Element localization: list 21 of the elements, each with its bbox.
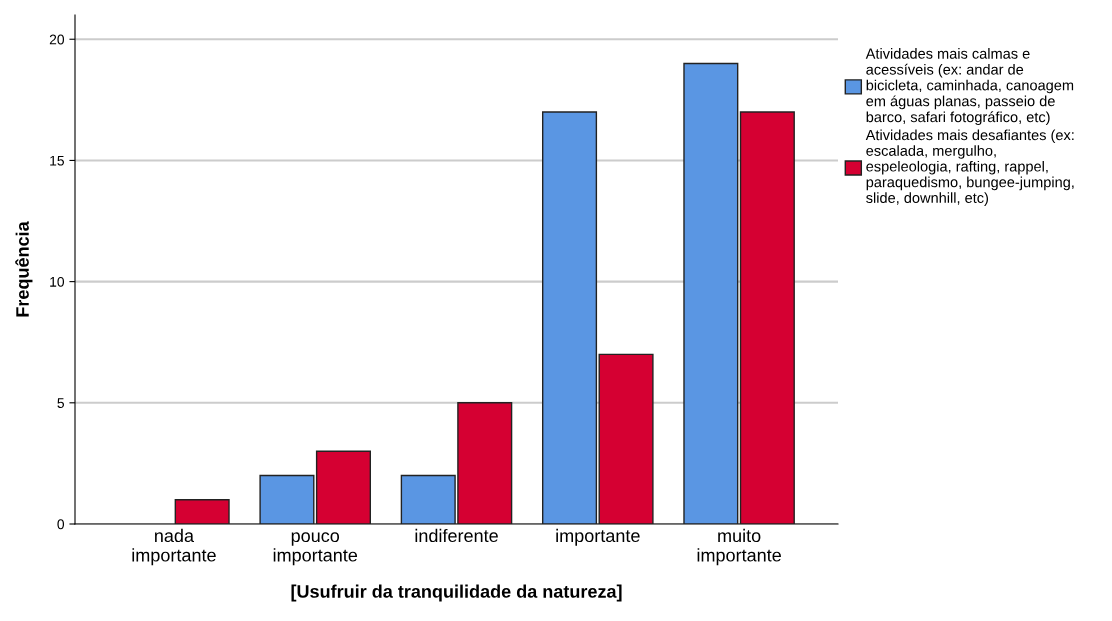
x-tick-label: muito importante bbox=[697, 528, 781, 566]
bar bbox=[174, 499, 230, 524]
y-tick-label: 20 bbox=[49, 34, 65, 45]
legend-label: Atividades mais desafiantes (ex: escalada, mergulho, espeleologia, rafting, rappel, paraquedismo, bungee-jumping, slide, downhill, etc) bbox=[865, 129, 1074, 206]
bar bbox=[598, 353, 654, 524]
bar bbox=[739, 111, 795, 524]
bar bbox=[315, 450, 372, 524]
bar bbox=[541, 111, 598, 524]
x-tick-label: nada importante bbox=[132, 528, 216, 566]
bar bbox=[259, 474, 315, 524]
y-axis-title: Frequência bbox=[15, 221, 33, 317]
x-tick-label: indiferente bbox=[415, 528, 498, 543]
x-axis-title: [Usufruir da tranquilidade da natureza] bbox=[291, 584, 622, 602]
legend-label: Atividades mais calmas e acessíveis (ex: andar de bicicleta, caminhada, canoagem em águas planas, passeio de barco, safari fotográfico, etc) bbox=[865, 48, 1074, 126]
y-tick-label: 10 bbox=[50, 276, 65, 287]
y-tick-label: 5 bbox=[57, 398, 64, 408]
bar bbox=[683, 62, 739, 524]
x-tick-label: importante bbox=[556, 528, 640, 546]
y-tick-label: 0 bbox=[57, 519, 65, 530]
x-tick-label: pouco importante bbox=[273, 532, 358, 566]
y-tick-label: 15 bbox=[50, 155, 64, 166]
